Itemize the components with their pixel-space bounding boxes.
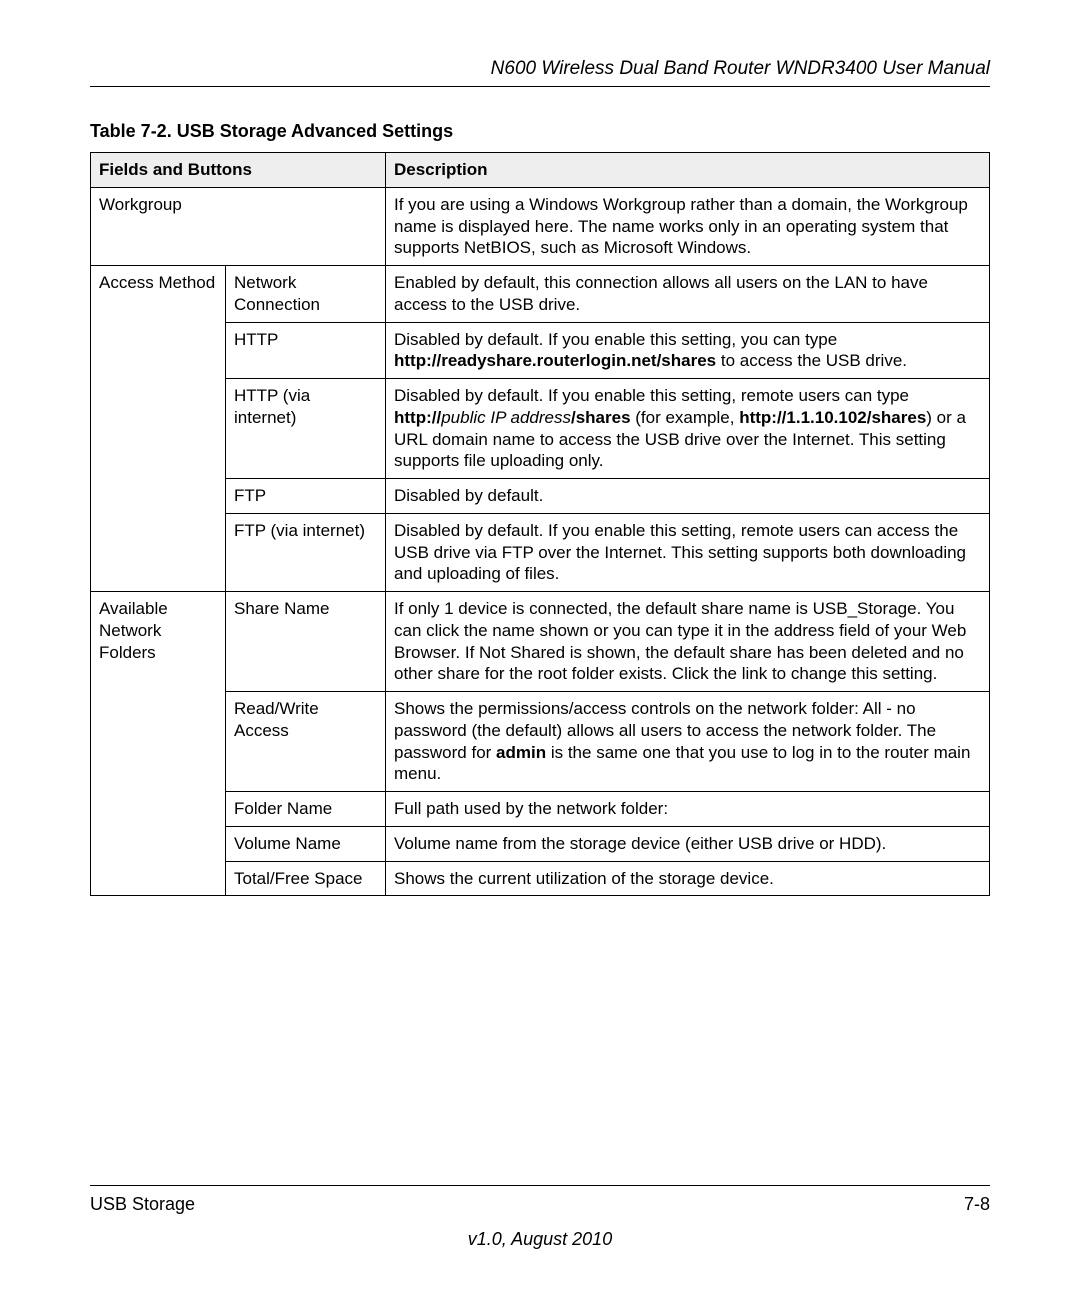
cell-folder-name-desc: Full path used by the network folder: xyxy=(386,792,990,827)
cell-http-sub: HTTP xyxy=(226,322,386,379)
cell-ftp-internet-desc: Disabled by default. If you enable this … xyxy=(386,513,990,591)
footer-version: v1.0, August 2010 xyxy=(90,1229,990,1250)
text-bold: admin xyxy=(496,743,546,762)
cell-workgroup-desc: If you are using a Windows Workgroup rat… xyxy=(386,187,990,265)
page: N600 Wireless Dual Band Router WNDR3400 … xyxy=(0,0,1080,1296)
row-access-ftp-internet: FTP (via internet) Disabled by default. … xyxy=(91,513,990,591)
row-workgroup: Workgroup If you are using a Windows Wor… xyxy=(91,187,990,265)
cell-folder-name-sub: Folder Name xyxy=(226,792,386,827)
row-access-network-connection: Access Method Network Connection Enabled… xyxy=(91,266,990,323)
th-description: Description xyxy=(386,153,990,188)
cell-network-connection-desc: Enabled by default, this connection allo… xyxy=(386,266,990,323)
cell-share-name-sub: Share Name xyxy=(226,592,386,692)
footer-line: USB Storage 7-8 xyxy=(90,1194,990,1215)
cell-access-method-field: Access Method xyxy=(91,266,226,592)
row-folders-share-name: Available Network Folders Share Name If … xyxy=(91,592,990,692)
cell-http-desc: Disabled by default. If you enable this … xyxy=(386,322,990,379)
text-italic: public IP address xyxy=(441,408,571,427)
row-folders-volume-name: Volume Name Volume name from the storage… xyxy=(91,826,990,861)
row-access-http-internet: HTTP (via internet) Disabled by default.… xyxy=(91,379,990,479)
row-folders-rw-access: Read/Write Access Shows the permissions/… xyxy=(91,692,990,792)
row-access-http: HTTP Disabled by default. If you enable … xyxy=(91,322,990,379)
cell-network-connection-sub: Network Connection xyxy=(226,266,386,323)
th-fields: Fields and Buttons xyxy=(91,153,386,188)
cell-total-free-sub: Total/Free Space xyxy=(226,861,386,896)
page-footer: USB Storage 7-8 v1.0, August 2010 xyxy=(90,1185,990,1250)
cell-share-name-desc: If only 1 device is connected, the defau… xyxy=(386,592,990,692)
table-header-row: Fields and Buttons Description xyxy=(91,153,990,188)
text-bold: http://1.1.10.102/shares xyxy=(739,408,926,427)
row-access-ftp: FTP Disabled by default. xyxy=(91,479,990,514)
table-caption: Table 7-2. USB Storage Advanced Settings xyxy=(90,121,990,142)
text-bold: http:// xyxy=(394,408,441,427)
cell-http-internet-sub: HTTP (via internet) xyxy=(226,379,386,479)
cell-http-internet-desc: Disabled by default. If you enable this … xyxy=(386,379,990,479)
cell-volume-name-desc: Volume name from the storage device (eit… xyxy=(386,826,990,861)
text: Disabled by default. If you enable this … xyxy=(394,330,837,349)
manual-header-title: N600 Wireless Dual Band Router WNDR3400 … xyxy=(90,58,990,80)
cell-ftp-internet-sub: FTP (via internet) xyxy=(226,513,386,591)
footer-section: USB Storage xyxy=(90,1194,195,1215)
row-folders-total-free: Total/Free Space Shows the current utili… xyxy=(91,861,990,896)
cell-ftp-sub: FTP xyxy=(226,479,386,514)
footer-page-number: 7-8 xyxy=(964,1194,990,1215)
footer-rule xyxy=(90,1185,990,1186)
cell-rw-access-desc: Shows the permissions/access controls on… xyxy=(386,692,990,792)
cell-ftp-desc: Disabled by default. xyxy=(386,479,990,514)
cell-rw-access-sub: Read/Write Access xyxy=(226,692,386,792)
row-folders-folder-name: Folder Name Full path used by the networ… xyxy=(91,792,990,827)
text: Disabled by default. If you enable this … xyxy=(394,386,909,405)
cell-total-free-desc: Shows the current utilization of the sto… xyxy=(386,861,990,896)
text-bold: http://readyshare.routerlogin.net/shares xyxy=(394,351,716,370)
cell-workgroup-field: Workgroup xyxy=(91,187,386,265)
text: to access the USB drive. xyxy=(716,351,907,370)
cell-available-folders-field: Available Network Folders xyxy=(91,592,226,896)
header-rule xyxy=(90,86,990,87)
text-bold: /shares xyxy=(571,408,631,427)
text: (for example, xyxy=(631,408,740,427)
cell-volume-name-sub: Volume Name xyxy=(226,826,386,861)
usb-settings-table: Fields and Buttons Description Workgroup… xyxy=(90,152,990,896)
